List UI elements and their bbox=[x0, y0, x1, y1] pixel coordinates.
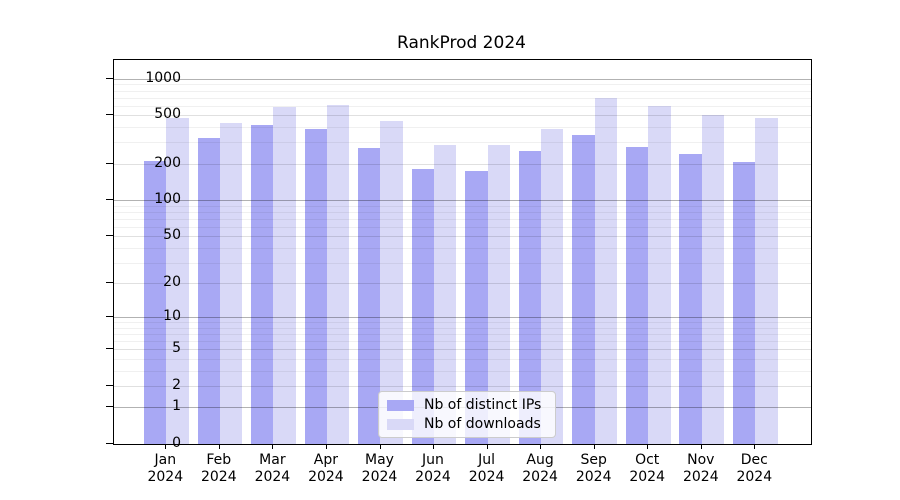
bar-nb-of-distinct-ips bbox=[197, 138, 220, 444]
y-axis-tick-label: 50 bbox=[163, 227, 181, 244]
bar-nb-of-downloads bbox=[326, 104, 350, 444]
x-axis-month-label: Aug 2024 bbox=[522, 452, 558, 485]
chart-legend: Nb of distinct IPs Nb of downloads bbox=[378, 391, 557, 438]
x-axis-tick bbox=[218, 444, 220, 449]
y-axis-tick-label: 2 bbox=[172, 376, 181, 393]
x-axis-tick bbox=[272, 444, 274, 449]
bar-nb-of-downloads bbox=[487, 144, 510, 444]
bar-nb-of-downloads bbox=[648, 106, 671, 444]
y-axis-tick bbox=[106, 199, 113, 200]
y-axis-tick-label: 10 bbox=[163, 308, 181, 325]
x-axis-month-label: Nov 2024 bbox=[682, 452, 719, 485]
bar-nb-of-distinct-ips bbox=[358, 147, 381, 444]
bar-nb-of-downloads bbox=[273, 106, 296, 444]
y-axis-tick bbox=[106, 77, 113, 79]
bar-nb-of-distinct-ips bbox=[625, 146, 649, 444]
y-axis-tick bbox=[106, 114, 113, 116]
bar-nb-of-distinct-ips bbox=[144, 161, 167, 444]
y-axis-tick-label: 1 bbox=[172, 398, 181, 415]
x-axis-tick bbox=[486, 444, 488, 449]
x-axis-month-label: Apr 2024 bbox=[308, 452, 344, 485]
x-axis-month-label: Jul 2024 bbox=[468, 452, 505, 485]
y-axis-tick bbox=[106, 235, 113, 237]
x-axis-month-label: Oct 2024 bbox=[629, 452, 666, 485]
legend-item: Nb of downloads bbox=[387, 416, 541, 432]
x-axis-month-label: Mar 2024 bbox=[254, 452, 291, 485]
y-axis-tick-label: 500 bbox=[154, 106, 181, 123]
bars-layer bbox=[114, 60, 811, 444]
bar-nb-of-downloads bbox=[755, 117, 778, 444]
x-axis-tick bbox=[433, 444, 434, 449]
y-axis-tick bbox=[106, 282, 113, 284]
y-axis-tick-label: 1000 bbox=[145, 69, 181, 86]
y-axis-tick-label: 100 bbox=[154, 191, 181, 207]
legend-label: Nb of distinct IPs bbox=[424, 397, 542, 413]
x-axis-month-label: Dec 2024 bbox=[736, 452, 773, 485]
x-axis-tick bbox=[379, 444, 381, 449]
x-axis-month-label: Feb 2024 bbox=[200, 452, 237, 485]
chart-title: RankProd 2024 bbox=[397, 33, 526, 53]
y-axis-tick bbox=[106, 162, 113, 164]
bar-nb-of-downloads bbox=[701, 115, 725, 444]
bar-nb-of-distinct-ips bbox=[411, 168, 435, 444]
legend-item: Nb of distinct IPs bbox=[387, 397, 541, 413]
bar-nb-of-distinct-ips bbox=[679, 154, 702, 444]
x-axis-tick bbox=[754, 444, 756, 449]
x-axis-month-label: Jun 2024 bbox=[415, 452, 451, 485]
legend-swatch-nb-of-downloads bbox=[387, 418, 414, 430]
x-axis-month-label: Jan 2024 bbox=[147, 452, 184, 485]
y-axis-tick bbox=[106, 443, 113, 444]
bar-nb-of-downloads bbox=[541, 128, 564, 444]
x-axis-tick bbox=[647, 444, 649, 449]
x-axis-month-label: Sep 2024 bbox=[575, 452, 612, 485]
bar-nb-of-distinct-ips bbox=[251, 125, 274, 444]
y-axis-tick-label: 0 bbox=[172, 435, 181, 451]
bar-nb-of-downloads bbox=[594, 97, 617, 444]
y-axis-tick bbox=[106, 384, 113, 386]
bar-nb-of-downloads bbox=[380, 120, 403, 444]
legend-label: Nb of downloads bbox=[424, 416, 541, 432]
bar-nb-of-distinct-ips bbox=[518, 151, 542, 444]
bar-nb-of-downloads bbox=[166, 117, 189, 444]
bar-nb-of-downloads bbox=[434, 144, 457, 444]
x-axis-tick bbox=[540, 444, 542, 449]
y-axis-tick bbox=[106, 348, 113, 350]
y-axis-tick-label: 200 bbox=[154, 154, 181, 171]
y-axis-tick bbox=[106, 406, 113, 408]
x-axis-tick bbox=[593, 444, 595, 449]
bar-nb-of-distinct-ips bbox=[572, 134, 595, 444]
x-axis-month-label: May 2024 bbox=[361, 452, 398, 485]
y-axis-tick bbox=[106, 316, 113, 318]
legend-swatch-nb-of-distinct-ips bbox=[387, 399, 414, 411]
y-axis-tick-label: 20 bbox=[163, 274, 181, 291]
x-axis-tick bbox=[165, 444, 167, 449]
plot-area bbox=[113, 58, 812, 445]
bar-nb-of-downloads bbox=[219, 122, 243, 444]
bar-nb-of-distinct-ips bbox=[732, 162, 756, 444]
y-axis-tick-label: 5 bbox=[172, 340, 181, 357]
bar-nb-of-distinct-ips bbox=[465, 171, 488, 444]
x-axis-tick bbox=[325, 444, 327, 449]
x-axis-tick bbox=[700, 444, 702, 449]
bar-nb-of-distinct-ips bbox=[304, 129, 327, 444]
